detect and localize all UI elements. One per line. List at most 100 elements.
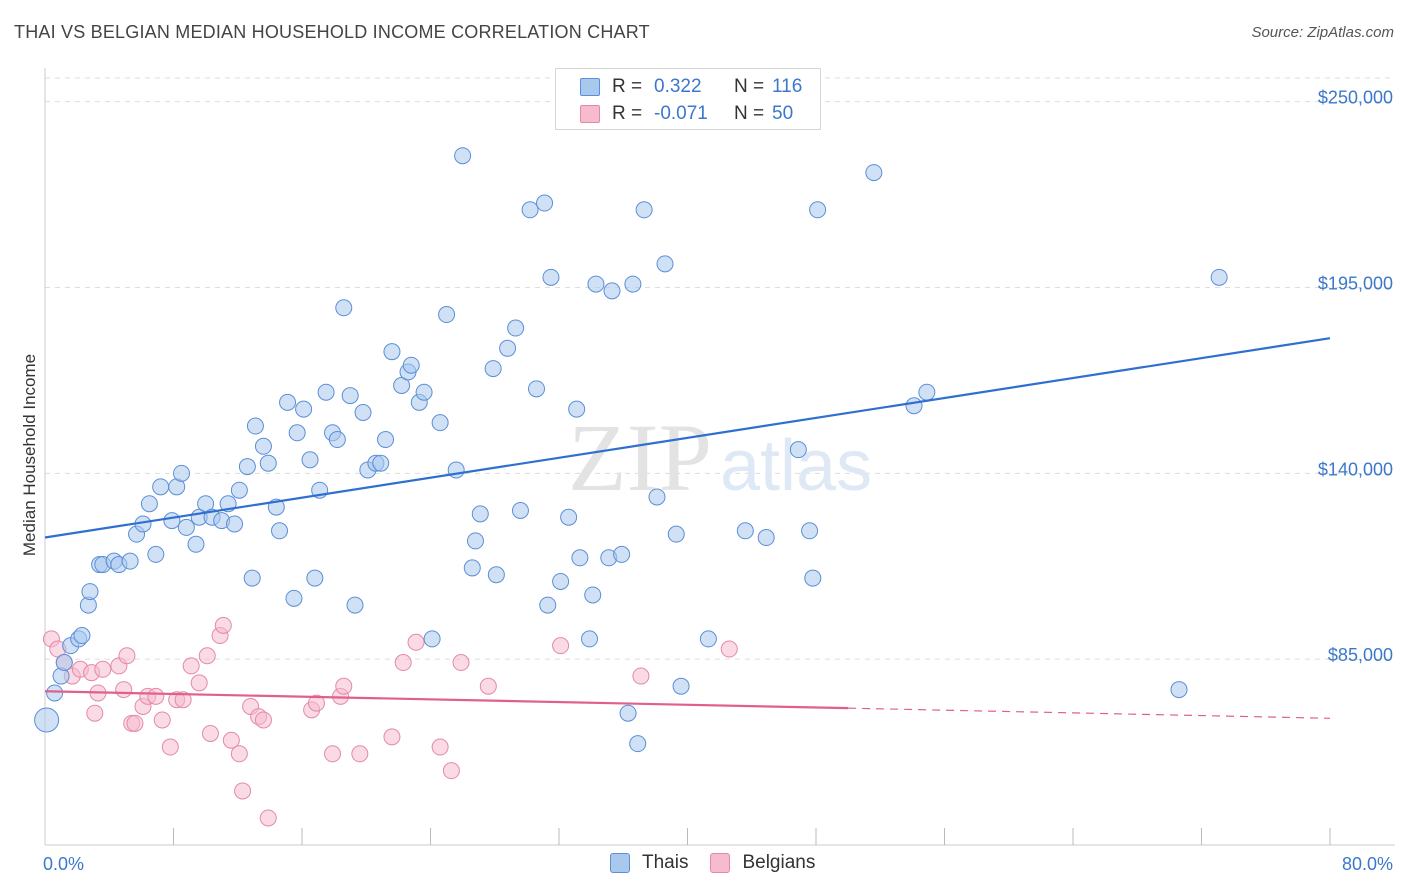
- belgians-r-value: -0.071: [654, 103, 708, 124]
- belgian-point: [479, 677, 497, 695]
- thai-point: [865, 164, 883, 182]
- belgian-point: [335, 677, 353, 695]
- belgian-point: [86, 704, 104, 722]
- thai-point: [905, 397, 923, 415]
- belgians-n-value: 50: [772, 103, 794, 124]
- legend-label-belgians: Belgians: [742, 852, 816, 873]
- y-tick-label: $140,000: [1318, 459, 1393, 479]
- thai-point: [542, 268, 560, 286]
- thai-point: [918, 383, 936, 401]
- watermark-zip: ZIP: [568, 404, 712, 511]
- belgian-point: [394, 654, 412, 672]
- belgian-point: [442, 762, 460, 780]
- belgian-point: [351, 745, 369, 763]
- legend-item-thais[interactable]: Thais: [610, 852, 688, 874]
- stats-legend: R = 0.322 N = 116 R = -0.071 N = 50: [555, 68, 821, 130]
- thais-n-value: 116: [772, 76, 803, 97]
- thai-point: [511, 501, 529, 519]
- belgian-point: [190, 674, 208, 692]
- zipatlas-watermark: ZIP atlas: [568, 404, 872, 511]
- thai-point: [81, 583, 99, 601]
- thais-swatch: [610, 853, 630, 873]
- thai-point: [656, 255, 674, 273]
- thai-point: [603, 282, 621, 300]
- thai-point: [354, 404, 372, 422]
- y-tick-label: $195,000: [1318, 273, 1393, 293]
- thai-point: [521, 201, 539, 219]
- x-tick-label-min: 0.0%: [43, 854, 84, 874]
- thai-point: [306, 569, 324, 587]
- thai-point: [809, 201, 827, 219]
- thai-point: [635, 201, 653, 219]
- thai-point: [629, 735, 647, 753]
- thais-r-value: 0.322: [654, 76, 702, 97]
- thai-point: [466, 532, 484, 550]
- belgian-point: [407, 633, 425, 651]
- thai-point: [552, 572, 570, 590]
- r-label: R =: [612, 76, 643, 97]
- belgian-point: [198, 647, 216, 665]
- thai-point: [230, 481, 248, 499]
- thai-point: [648, 488, 666, 506]
- belgian-point: [147, 687, 165, 705]
- thai-point: [568, 400, 586, 418]
- thai-point: [173, 464, 191, 482]
- thai-point: [471, 505, 489, 523]
- thai-point: [246, 417, 264, 435]
- thai-point: [285, 589, 303, 607]
- thais-swatch: [580, 78, 600, 96]
- belgian-point: [383, 728, 401, 746]
- thai-point: [672, 677, 690, 695]
- chart-title: THAI VS BELGIAN MEDIAN HOUSEHOLD INCOME …: [14, 22, 650, 42]
- belgian-point: [254, 711, 272, 729]
- trend-lines: [44, 337, 1331, 719]
- belgians-swatch: [710, 853, 731, 873]
- belgians-swatch: [580, 105, 600, 123]
- n-label: N =: [734, 76, 765, 97]
- thai-point: [1170, 681, 1188, 699]
- thai-point: [259, 454, 277, 472]
- thai-point: [295, 400, 313, 418]
- legend-item-belgians[interactable]: Belgians: [710, 852, 815, 874]
- x-tick-label-max: 80.0%: [1342, 854, 1393, 874]
- thai-point: [46, 684, 64, 702]
- thai-point: [73, 627, 91, 645]
- belgian-point: [431, 738, 449, 756]
- belgians-trend-line: [44, 690, 849, 710]
- belgian-point: [259, 809, 277, 827]
- y-axis-label: Median Household Income: [20, 354, 39, 556]
- thai-point: [619, 704, 637, 722]
- thai-point: [254, 437, 272, 455]
- legend-label-thais: Thais: [642, 852, 689, 873]
- belgian-point: [452, 654, 470, 672]
- belgians-trend-line-extrapolated: [848, 707, 1331, 719]
- n-label: N =: [734, 103, 765, 124]
- thai-point: [463, 559, 481, 577]
- thai-point: [147, 545, 165, 563]
- thai-point: [423, 630, 441, 648]
- thai-point: [152, 478, 170, 496]
- thai-point: [288, 424, 306, 442]
- thai-point: [372, 454, 390, 472]
- belgian-point: [174, 691, 192, 709]
- thai-point: [328, 431, 346, 449]
- r-label: R =: [612, 103, 643, 124]
- thai-point: [121, 552, 139, 570]
- belgian-point: [222, 731, 240, 749]
- belgian-point: [118, 647, 136, 665]
- thai-point: [581, 630, 599, 648]
- thai-point: [383, 343, 401, 361]
- source-label: Source: ZipAtlas.com: [1251, 24, 1394, 41]
- thai-point: [55, 654, 73, 672]
- thai-point: [279, 393, 297, 411]
- thai-point: [528, 380, 546, 398]
- thai-point: [789, 441, 807, 459]
- belgians-points: [42, 616, 738, 827]
- thai-point: [571, 549, 589, 567]
- thai-point: [587, 275, 605, 293]
- thai-point: [187, 535, 205, 553]
- watermark-atlas: atlas: [720, 426, 872, 506]
- thai-point: [317, 383, 335, 401]
- y-axis-ticks: $85,000 $140,000 $195,000 $250,000: [1318, 88, 1393, 666]
